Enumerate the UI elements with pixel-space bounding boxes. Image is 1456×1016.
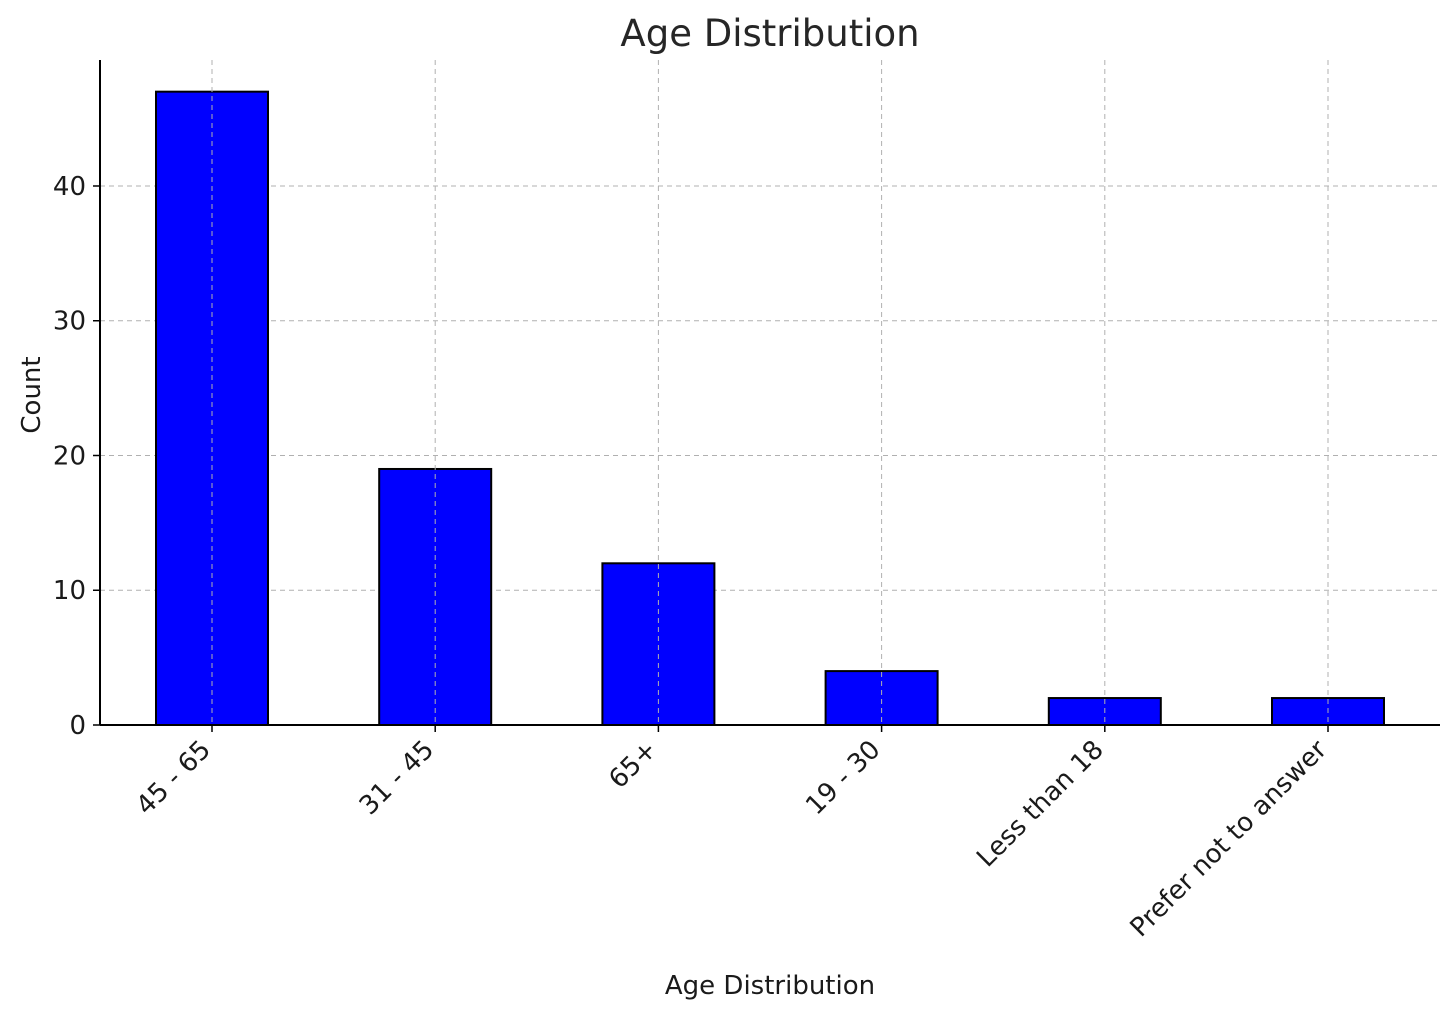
- y-tick-label: 40: [53, 172, 86, 202]
- vertical-gridlines: [211, 60, 1329, 725]
- x-axis-ticks: 45 - 65 31 - 45 65+ 19 - 30 Less than 18 Pref…: [131, 725, 1334, 944]
- chart-title: Age Distribution: [620, 12, 919, 55]
- y-tick-label: 30: [53, 307, 86, 337]
- bar-19-30: [824, 670, 939, 727]
- x-axis-title: Age Distribution: [665, 971, 875, 1001]
- x-tick-label: Less than 18: [971, 735, 1109, 873]
- x-tick-label: 19 - 30: [800, 735, 886, 821]
- y-tick-label: 10: [53, 576, 86, 606]
- bar-31-45: [378, 467, 493, 726]
- gridlines: [100, 185, 1440, 591]
- x-tick-label: 45 - 65: [131, 735, 217, 821]
- x-tick-label: 31 - 45: [354, 735, 440, 821]
- y-axis-title: Count: [17, 356, 47, 433]
- axes: [99, 60, 1440, 726]
- x-tick-label: 65+: [603, 735, 663, 795]
- bars: [155, 90, 1385, 727]
- y-tick-label: 0: [69, 711, 86, 741]
- x-tick-label: Prefer not to answer: [1125, 735, 1334, 944]
- y-tick-label: 20: [53, 441, 86, 471]
- y-axis-ticks: 0 10 20 30 40: [53, 172, 100, 741]
